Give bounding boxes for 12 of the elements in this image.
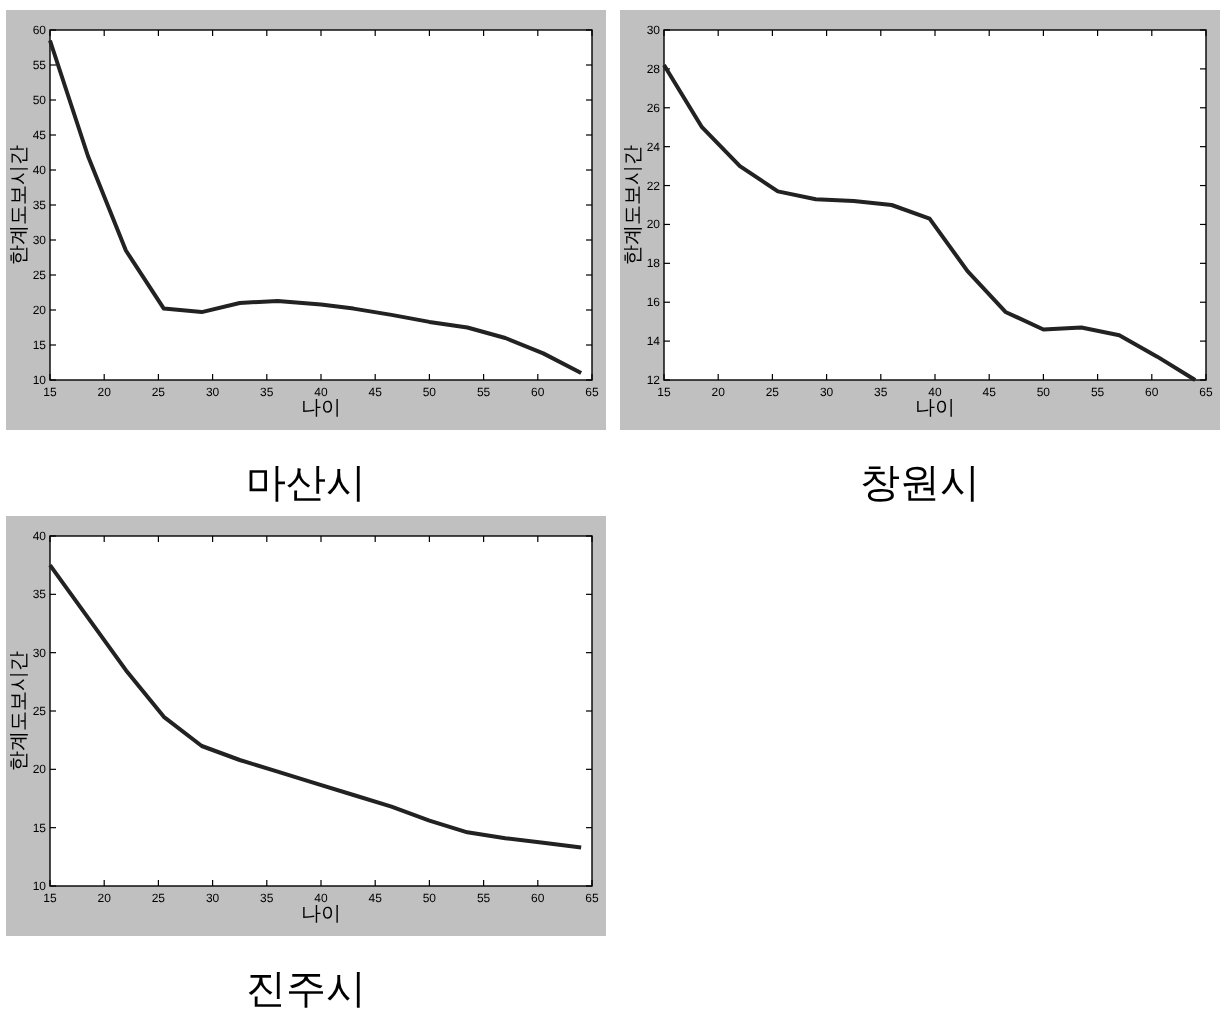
line-series — [48, 38, 584, 375]
y-axis-title: 한계도보시간 — [9, 651, 32, 771]
line-series — [662, 63, 1198, 382]
y-axis-title: 한계도보시간 — [9, 145, 32, 265]
line-series — [48, 563, 584, 850]
x-axis-title: 나이 — [915, 398, 955, 420]
text: 창원시 — [860, 458, 980, 506]
text: 진주시 — [246, 964, 366, 1012]
x-axis-title: 나이 — [301, 904, 341, 926]
x-axis-title: 나이 — [301, 398, 341, 420]
text: 마산시 — [246, 458, 366, 506]
y-axis-title: 한계도보시간 — [623, 145, 646, 265]
